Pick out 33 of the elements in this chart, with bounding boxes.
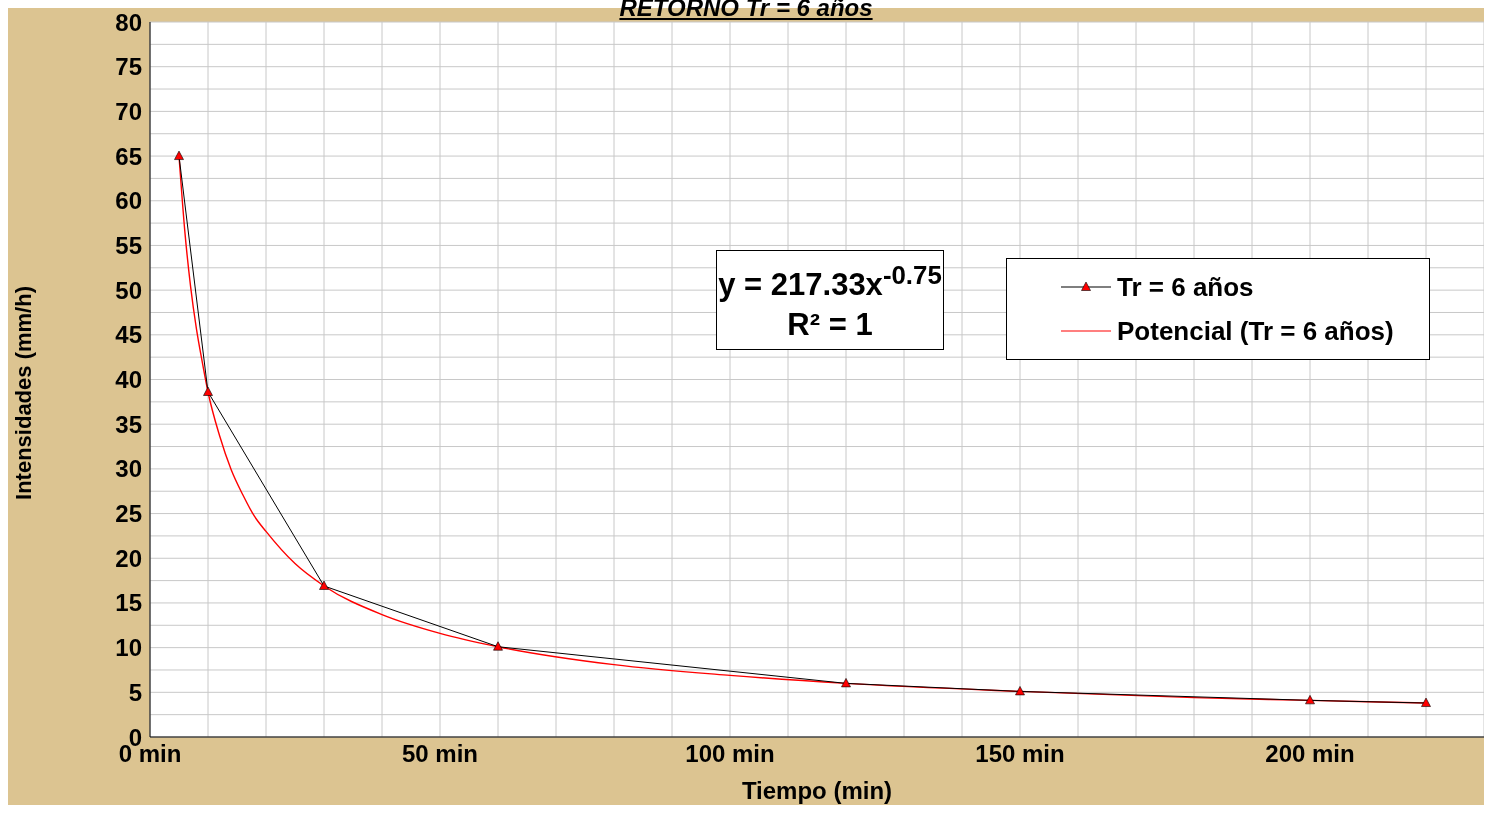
point (841, 678, 851, 688)
point (493, 641, 503, 651)
y-tick-label: 15 (115, 589, 142, 617)
x-tick-label: 50 min (401, 740, 479, 768)
y-tick-label: 25 (115, 500, 142, 528)
y-tick-label: 75 (115, 53, 142, 81)
y-tick-label: 60 (115, 187, 142, 215)
point (319, 580, 329, 590)
x-tick-label: 150 min (975, 740, 1065, 768)
y-axis-title: Intensidades (mm/h) (11, 286, 37, 500)
point (203, 386, 213, 396)
y-tick-label: 45 (115, 321, 142, 349)
y-tick-label: 5 (128, 678, 142, 706)
y-tick-label: 80 (115, 8, 142, 36)
y-tick-label: 50 (115, 276, 142, 304)
y-tick-label: 70 (115, 97, 142, 125)
x-axis-title: Tiempo (min) (741, 777, 893, 804)
y-tick-label: 30 (115, 455, 142, 483)
y-tick-label: 65 (115, 142, 142, 170)
x-tick-label: 100 min (685, 740, 775, 768)
legend-label: Potencial (Tr = 6 años) (1117, 315, 1394, 347)
y-tick-label: 40 (115, 366, 142, 394)
y-tick-label: 10 (115, 634, 142, 662)
point (1305, 695, 1315, 705)
annotation: y = 217.33x$^{-0.75}$ R² = 1 (716, 250, 944, 351)
y-tick-label: 20 (115, 544, 142, 572)
point (1421, 697, 1431, 707)
x-tick-label: 200 min (1265, 740, 1355, 768)
point (174, 150, 184, 160)
y-tick-label: 35 (115, 410, 142, 438)
legend-label: Tr = 6 años (1117, 271, 1254, 303)
y-tick-label: 55 (115, 231, 142, 259)
point (1015, 686, 1025, 696)
